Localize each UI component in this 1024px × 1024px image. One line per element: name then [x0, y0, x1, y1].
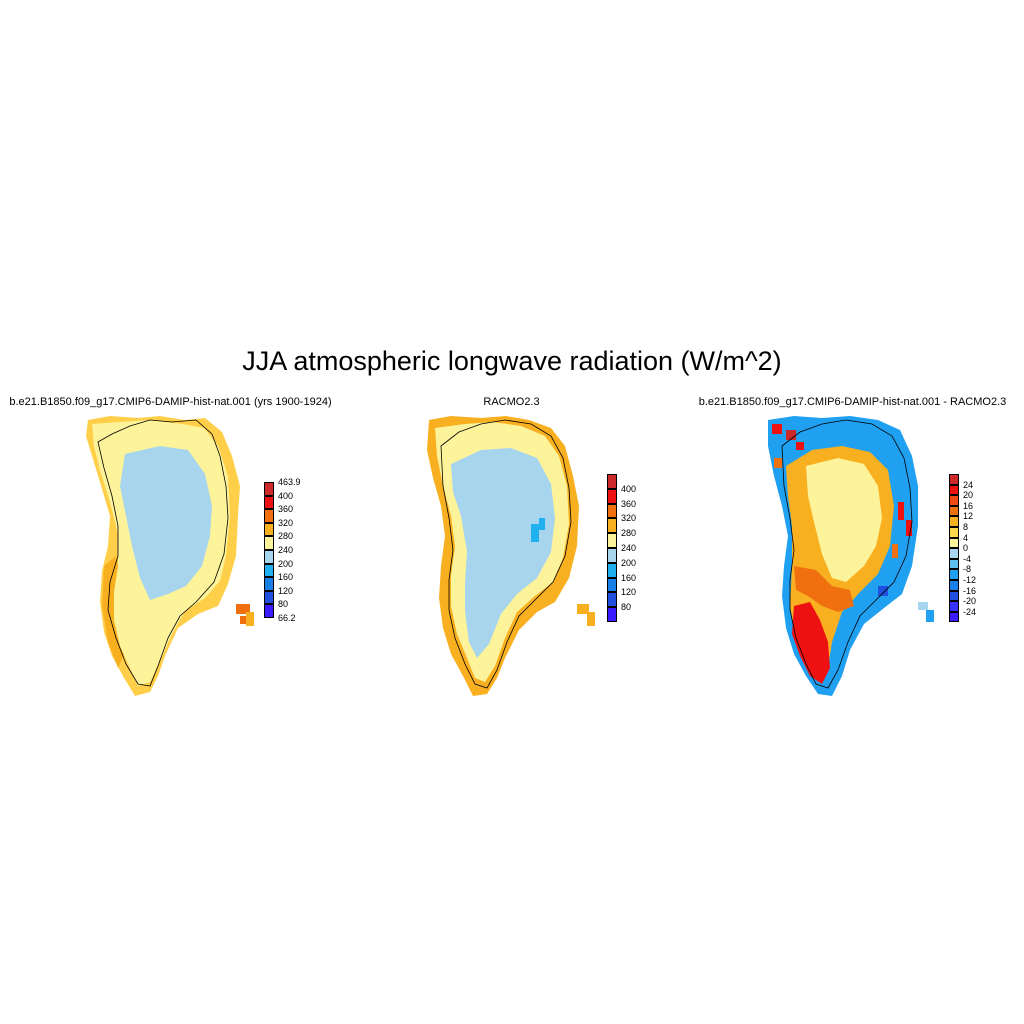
colorbar-box — [949, 516, 959, 527]
colorbar-label: 360 — [278, 504, 294, 515]
colorbar-label: 120 — [621, 587, 637, 598]
colorbar-box — [264, 563, 274, 578]
colorbar-label: 160 — [621, 572, 637, 583]
colorbar-label: 80 — [621, 602, 632, 613]
colorbar-label: 4 — [963, 532, 969, 543]
colorbar-label: -24 — [963, 606, 977, 617]
panel-model: b.e21.B1850.f09_g17.CMIP6-DAMIP-hist-nat… — [0, 396, 341, 696]
colorbar-box — [607, 592, 617, 608]
colorbar-box — [607, 548, 617, 563]
colorbar-box — [607, 562, 617, 578]
blue-patch — [878, 586, 888, 596]
colorbar-label: -16 — [963, 585, 977, 596]
red-east-streaks — [892, 502, 912, 558]
margin-zone — [806, 458, 882, 582]
colorbar-box — [264, 509, 274, 523]
deep-orange-band — [794, 566, 854, 612]
colorbar-label: 120 — [278, 585, 294, 596]
colorbar-box — [949, 474, 959, 485]
colorbar-box — [949, 580, 959, 591]
blue-patch — [531, 524, 539, 542]
colorbar-label: 12 — [963, 511, 974, 522]
svalbard-patch — [577, 604, 595, 626]
greenland-map-model — [86, 416, 254, 696]
colorbar-box — [264, 590, 274, 605]
greenland-map-difference — [768, 416, 934, 696]
colorbar-box — [264, 577, 274, 591]
colorbar-box — [607, 607, 617, 622]
colorbar-box — [607, 474, 617, 489]
colorbar-box — [949, 590, 959, 602]
colorbar-box — [264, 495, 274, 510]
colorbar-box — [607, 518, 617, 534]
colorbar-box — [264, 550, 274, 564]
interior-ice — [451, 448, 555, 658]
colorbar-box — [607, 488, 617, 504]
colorbar-label: 320 — [278, 517, 294, 528]
colorbar-box — [607, 577, 617, 593]
colorbar-label: -20 — [963, 596, 977, 607]
panel-difference: b.e21.B1850.f09_g17.CMIP6-DAMIP-hist-nat… — [682, 396, 1023, 696]
colorbar-label: -4 — [963, 553, 972, 564]
colorbar-box — [949, 601, 959, 612]
panel-title: b.e21.B1850.f09_g17.CMIP6-DAMIP-hist-nat… — [9, 396, 332, 408]
colorbar-box — [949, 505, 959, 517]
colorbar-label: -8 — [963, 564, 972, 575]
coastline — [440, 419, 572, 689]
colorbar-label: 400 — [621, 483, 637, 494]
colorbar-label: 160 — [278, 572, 294, 583]
figure-title: JJA atmospheric longwave radiation (W/m^… — [242, 346, 782, 376]
colorbar-label: 400 — [278, 490, 294, 501]
svalbard-patch — [918, 602, 934, 622]
red-north — [772, 424, 804, 468]
coastline — [781, 419, 913, 689]
colorbar-label: 80 — [278, 599, 289, 610]
svalbard-patch — [236, 604, 254, 626]
colorbar-box — [949, 611, 959, 623]
colorbar-label: 320 — [621, 513, 637, 524]
panel-title: b.e21.B1850.f09_g17.CMIP6-DAMIP-hist-nat… — [698, 396, 1007, 408]
colorbar-box — [949, 484, 959, 496]
colorbar-label: 24 — [963, 479, 974, 490]
colorbar-box — [949, 537, 959, 549]
greenland-map-racmo — [427, 416, 595, 696]
colorbar-label: 280 — [621, 528, 637, 539]
colorbar-label: 240 — [278, 545, 294, 555]
colorbar-box — [949, 527, 959, 538]
colorbar-label: 240 — [621, 543, 637, 553]
red-south — [792, 602, 830, 684]
colorbar-box — [607, 503, 617, 519]
panel-title: RACMO2.3 — [483, 396, 540, 408]
colorbar-box — [949, 558, 959, 570]
colorbar-box — [264, 604, 274, 618]
colorbar-label: 20 — [963, 490, 974, 501]
interior-ice — [120, 446, 212, 600]
colorbar-box — [264, 482, 274, 496]
colorbar-label: 200 — [621, 557, 637, 568]
colorbar-box — [949, 569, 959, 580]
colorbar-label: 16 — [963, 500, 974, 511]
colorbar-label: 8 — [963, 522, 969, 532]
colorbar-label: 200 — [278, 558, 294, 569]
coastline — [97, 419, 229, 687]
colorbar-label: 463.9 — [278, 477, 301, 487]
colorbar-box — [264, 536, 274, 550]
colorbar-label: 66.2 — [278, 613, 296, 623]
colorbar-label: -12 — [963, 575, 977, 585]
colorbar-box — [607, 533, 617, 548]
colorbar-label: 0 — [963, 543, 969, 554]
blue-patch — [539, 518, 545, 530]
colorbar-box — [949, 548, 959, 559]
colorbar-box — [949, 495, 959, 506]
panel-racmo: RACMO2.3 400 360 320 280 240 200 160 120 80 — [341, 396, 682, 696]
colorbar-label: 280 — [278, 531, 294, 542]
colorbar-box — [264, 522, 274, 537]
colorbar-label: 360 — [621, 498, 637, 509]
